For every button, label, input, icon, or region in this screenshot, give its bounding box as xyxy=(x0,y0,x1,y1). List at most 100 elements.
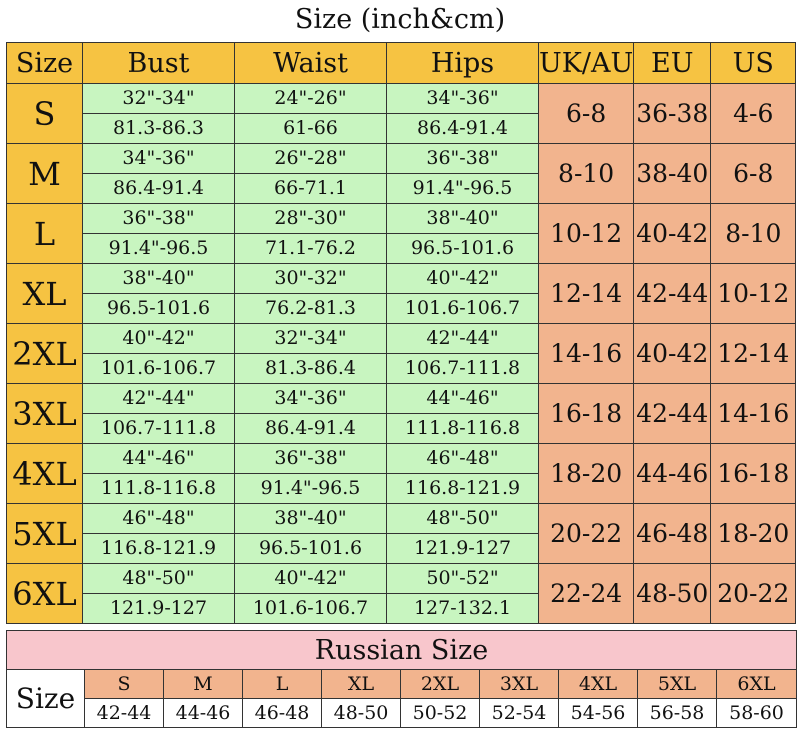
table-row: 116.8-121.9 96.5-101.6 121.9-127 xyxy=(7,533,796,564)
russian-size-title: Russian Size xyxy=(6,630,797,670)
table-row: 5XL 46"-48" 38"-40" 48"-50" 20-22 46-48 18-20 xyxy=(6,503,797,564)
size-label: XL xyxy=(6,263,83,324)
eu-cell: 42-44 xyxy=(633,263,712,324)
uk-au-cell: 20-22 xyxy=(537,503,635,564)
hips-cm-cell: 121.9-127 xyxy=(386,533,539,564)
table-row: M 34"-36" 26"-28" 36"-38" 8-10 38-40 6-8 xyxy=(6,143,797,204)
waist-cm-cell: 66-71.1 xyxy=(234,173,387,204)
bust-inch-cell: 34"-36" xyxy=(82,143,235,174)
bust-cm-cell: 111.8-116.8 xyxy=(82,473,235,504)
table-row: 111.8-116.8 91.4"-96.5 116.8-121.9 xyxy=(7,473,796,504)
us-cell: 12-14 xyxy=(710,323,797,384)
waist-cm-cell: 91.4"-96.5 xyxy=(234,473,387,504)
header-us: US xyxy=(710,42,797,84)
hips-inch-cell: 38"-40" xyxy=(386,203,539,234)
bust-cm-cell: 121.9-127 xyxy=(82,593,235,624)
uk-au-cell: 14-16 xyxy=(537,323,635,384)
hips-inch-cell: 46"-48" xyxy=(386,443,539,474)
hips-cm-cell: 127-132.1 xyxy=(386,593,539,624)
russian-size-cell: 4XL xyxy=(558,669,638,699)
bust-inch-cell: 46"-48" xyxy=(82,503,235,534)
us-cell: 16-18 xyxy=(710,443,797,504)
header-uk-au: UK/AU xyxy=(537,42,635,84)
hips-inch-cell: 44"-46" xyxy=(386,383,539,414)
bust-inch-cell: 36"-38" xyxy=(82,203,235,234)
table-row: 101.6-106.7 81.3-86.4 106.7-111.8 xyxy=(7,353,796,384)
hips-inch-cell: 34"-36" xyxy=(386,83,539,114)
hips-inch-cell: 48"-50" xyxy=(386,503,539,534)
hips-cm-cell: 116.8-121.9 xyxy=(386,473,539,504)
bust-inch-cell: 44"-46" xyxy=(82,443,235,474)
header-row: Size Bust Waist Hips UK/AU EU US xyxy=(6,42,797,84)
waist-inch-cell: 36"-38" xyxy=(234,443,387,474)
russian-size-cell: 5XL xyxy=(637,669,717,699)
waist-cm-cell: 61-66 xyxy=(234,113,387,144)
hips-inch-cell: 50"-52" xyxy=(386,563,539,594)
header-size: Size xyxy=(6,42,83,84)
waist-cm-cell: 76.2-81.3 xyxy=(234,293,387,324)
eu-cell: 42-44 xyxy=(633,383,712,444)
waist-cm-cell: 71.1-76.2 xyxy=(234,233,387,264)
table-row: L 36"-38" 28"-30" 38"-40" 10-12 40-42 8-10 xyxy=(6,203,797,264)
bust-inch-cell: 38"-40" xyxy=(82,263,235,294)
size-label: S xyxy=(6,83,83,144)
waist-cm-cell: 86.4-91.4 xyxy=(234,413,387,444)
eu-cell: 36-38 xyxy=(633,83,712,144)
size-label: M xyxy=(6,143,83,204)
bust-cm-cell: 101.6-106.7 xyxy=(82,353,235,384)
hips-inch-cell: 36"-38" xyxy=(386,143,539,174)
table-row: 121.9-127 101.6-106.7 127-132.1 xyxy=(7,593,796,624)
us-cell: 8-10 xyxy=(710,203,797,264)
waist-inch-cell: 40"-42" xyxy=(234,563,387,594)
bust-cm-cell: 91.4"-96.5 xyxy=(82,233,235,264)
us-cell: 6-8 xyxy=(710,143,797,204)
table-row: 86.4-91.4 66-71.1 91.4"-96.5 xyxy=(7,173,796,204)
eu-cell: 44-46 xyxy=(633,443,712,504)
header-bust: Bust xyxy=(82,42,235,84)
uk-au-cell: 12-14 xyxy=(537,263,635,324)
hips-cm-cell: 86.4-91.4 xyxy=(386,113,539,144)
bust-inch-cell: 42"-44" xyxy=(82,383,235,414)
us-cell: 18-20 xyxy=(710,503,797,564)
russian-size-cell: L xyxy=(242,669,322,699)
waist-cm-cell: 101.6-106.7 xyxy=(234,593,387,624)
eu-cell: 40-42 xyxy=(633,203,712,264)
uk-au-cell: 10-12 xyxy=(537,203,635,264)
uk-au-cell: 22-24 xyxy=(537,563,635,624)
uk-au-cell: 16-18 xyxy=(537,383,635,444)
russian-value-cell: 56-58 xyxy=(637,698,717,728)
russian-size-cell: S xyxy=(84,669,164,699)
hips-cm-cell: 91.4"-96.5 xyxy=(386,173,539,204)
russian-value-cell: 50-52 xyxy=(400,698,480,728)
waist-inch-cell: 24"-26" xyxy=(234,83,387,114)
size-label: 2XL xyxy=(6,323,83,384)
chart-title: Size (inch&cm) xyxy=(294,4,506,35)
russian-value-cell: 52-54 xyxy=(479,698,559,728)
bust-cm-cell: 116.8-121.9 xyxy=(82,533,235,564)
table-row: 4XL 44"-46" 36"-38" 46"-48" 18-20 44-46 16-18 xyxy=(6,443,797,504)
eu-cell: 38-40 xyxy=(633,143,712,204)
russian-size-cell: M xyxy=(163,669,243,699)
size-label: 6XL xyxy=(6,563,83,624)
size-label: 5XL xyxy=(6,503,83,564)
table-row: XL 38"-40" 30"-32" 40"-42" 12-14 42-44 10-12 xyxy=(6,263,797,324)
bust-cm-cell: 81.3-86.3 xyxy=(82,113,235,144)
waist-inch-cell: 28"-30" xyxy=(234,203,387,234)
russian-value-cell: 54-56 xyxy=(558,698,638,728)
table-row: 81.3-86.3 61-66 86.4-91.4 xyxy=(7,113,796,144)
us-cell: 10-12 xyxy=(710,263,797,324)
size-chart-table: Size Bust Waist Hips UK/AU EU US S 32"-34… xyxy=(6,42,797,624)
russian-size-cell: 2XL xyxy=(400,669,480,699)
us-cell: 14-16 xyxy=(710,383,797,444)
eu-cell: 48-50 xyxy=(633,563,712,624)
bust-inch-cell: 32"-34" xyxy=(82,83,235,114)
header-waist: Waist xyxy=(234,42,387,84)
size-label: 4XL xyxy=(6,443,83,504)
table-row: 91.4"-96.5 71.1-76.2 96.5-101.6 xyxy=(7,233,796,264)
bust-cm-cell: 96.5-101.6 xyxy=(82,293,235,324)
waist-inch-cell: 32"-34" xyxy=(234,323,387,354)
bust-inch-cell: 48"-50" xyxy=(82,563,235,594)
russian-size-cell: 3XL xyxy=(479,669,559,699)
hips-cm-cell: 106.7-111.8 xyxy=(386,353,539,384)
bust-cm-cell: 86.4-91.4 xyxy=(82,173,235,204)
